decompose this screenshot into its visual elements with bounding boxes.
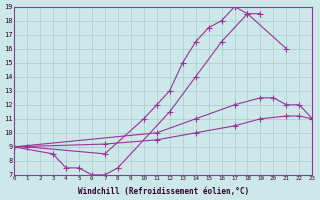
- X-axis label: Windchill (Refroidissement éolien,°C): Windchill (Refroidissement éolien,°C): [78, 187, 249, 196]
